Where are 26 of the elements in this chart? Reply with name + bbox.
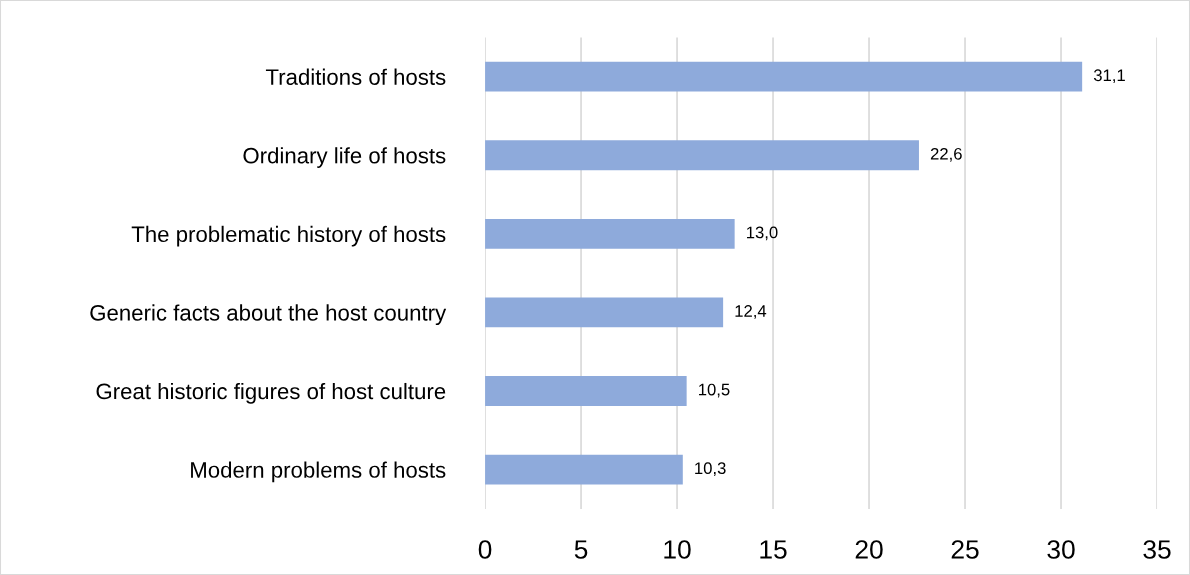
x-tick-label: 10 bbox=[664, 540, 691, 559]
bar bbox=[485, 297, 724, 328]
bar bbox=[485, 376, 687, 406]
x-tick-label: 30 bbox=[1047, 540, 1075, 559]
y-tick-label: The problematic history of hosts bbox=[131, 225, 446, 247]
x-tick-label: 25 bbox=[951, 540, 979, 559]
y-tick-label: Generic facts about the host country bbox=[90, 304, 447, 326]
data-label: 12,4 bbox=[735, 305, 767, 319]
bar bbox=[485, 454, 683, 485]
y-tick-label: Traditions of hosts bbox=[265, 68, 446, 85]
data-label: 10,5 bbox=[699, 383, 730, 398]
data-label: 10,3 bbox=[695, 462, 726, 477]
x-tick-label: 15 bbox=[760, 540, 787, 559]
x-tick-label: 5 bbox=[574, 540, 588, 559]
bar bbox=[485, 218, 735, 249]
y-tick-label: Great historic figures of host culture bbox=[96, 382, 446, 404]
y-tick-label: Modern problems of hosts bbox=[191, 461, 446, 483]
x-tick-label: 35 bbox=[1143, 540, 1171, 559]
bar bbox=[485, 61, 1083, 92]
data-label: 22,6 bbox=[930, 147, 962, 162]
data-label: 31,1 bbox=[1093, 69, 1125, 84]
y-tick-label: Ordinary life of hosts bbox=[243, 147, 446, 168]
bar bbox=[485, 140, 919, 171]
x-tick-label: 0 bbox=[478, 540, 492, 559]
data-label: 13,0 bbox=[747, 226, 778, 241]
x-tick-label: 20 bbox=[855, 540, 883, 559]
